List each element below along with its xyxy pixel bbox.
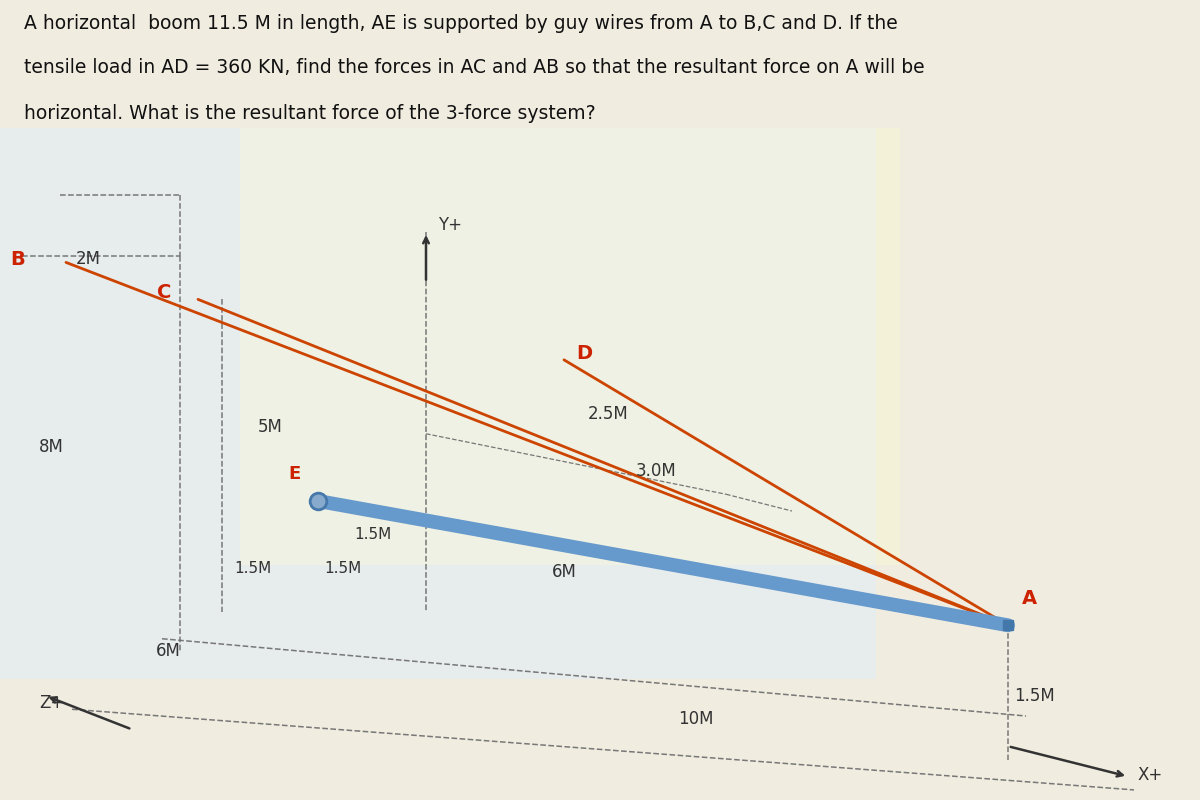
Text: D: D: [576, 344, 592, 362]
Text: 1.5M: 1.5M: [324, 561, 361, 576]
Text: C: C: [157, 283, 172, 302]
Text: X+: X+: [1138, 766, 1163, 784]
Text: 5M: 5M: [258, 418, 283, 436]
Text: Y+: Y+: [438, 217, 462, 234]
Text: 10M: 10M: [678, 710, 714, 728]
Bar: [0, 128, 876, 679]
Text: 8M: 8M: [38, 438, 64, 456]
Text: 6M: 6M: [552, 562, 577, 581]
Text: 1.5M: 1.5M: [234, 561, 271, 576]
Text: B: B: [11, 250, 25, 269]
Text: 1.5M: 1.5M: [1014, 687, 1055, 705]
Text: 2M: 2M: [76, 250, 101, 268]
Text: horizontal. What is the resultant force of the 3-force system?: horizontal. What is the resultant force …: [24, 104, 595, 123]
Text: A horizontal  boom 11.5 M in length, AE is supported by guy wires from A to B,C : A horizontal boom 11.5 M in length, AE i…: [24, 14, 898, 33]
Text: 2.5M: 2.5M: [588, 405, 629, 422]
Text: 6M: 6M: [156, 642, 181, 660]
Bar: [240, 128, 900, 565]
Text: 3.0M: 3.0M: [636, 462, 677, 480]
Text: tensile load in AD = 360 KN, find the forces in AC and AB so that the resultant : tensile load in AD = 360 KN, find the fo…: [24, 58, 925, 78]
Text: A: A: [1022, 589, 1038, 608]
Text: E: E: [288, 465, 300, 483]
Text: Z+: Z+: [40, 694, 65, 711]
Text: 1.5M: 1.5M: [354, 527, 391, 542]
